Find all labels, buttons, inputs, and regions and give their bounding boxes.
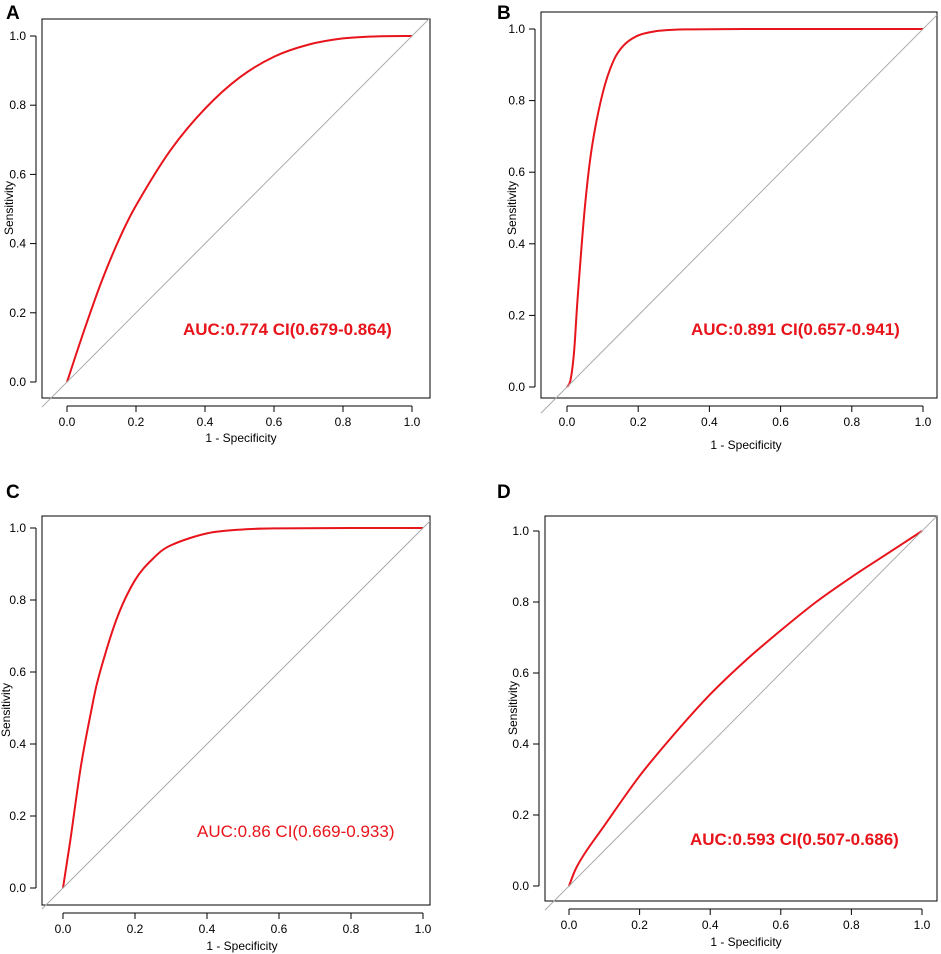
x-tick-label: 0.0	[59, 415, 76, 429]
x-tick-label: 0.2	[127, 922, 144, 936]
y-tick-label: 1.0	[9, 521, 26, 535]
x-axis-title: 1 - Specificity	[206, 939, 277, 953]
y-axis: 0.0 0.2 0.4 0.6 0.8 1.0	[508, 22, 536, 394]
reference-diagonal	[540, 14, 938, 414]
roc-curve	[62, 526, 424, 889]
y-axis-title: Sensitivity	[505, 181, 519, 235]
y-tick-label: 0.2	[508, 308, 525, 322]
x-tick-label: 0.6	[266, 415, 283, 429]
y-tick-label: 0.0	[508, 380, 525, 394]
x-tick-label: 0.4	[701, 415, 718, 429]
x-tick-label: 0.2	[630, 415, 647, 429]
y-tick-label: 0.8	[512, 595, 529, 609]
y-tick-label: 0.0	[512, 879, 529, 893]
auc-annotation: AUC:0.774 CI(0.679-0.864)	[183, 320, 392, 339]
panel-c: C 0.0 0.2 0.4 0.6 0.8 1.0 1 - Specificity 0.0 0.2…	[0, 482, 432, 953]
x-tick-label: 0.0	[561, 918, 578, 932]
x-axis-title: 1 - Specificity	[710, 935, 781, 949]
y-axis: 0.0 0.2 0.4 0.6 0.8 1.0	[512, 524, 540, 893]
panel-a: A 0.0 0.2 0.4 0.6 0.8 1.0 1 - Specificity 0.0 0.2…	[2, 3, 431, 445]
y-axis-title: Sensitivity	[506, 681, 520, 735]
x-axis: 0.0 0.2 0.4 0.6 0.8 1.0	[59, 405, 421, 429]
x-axis: 0.0 0.2 0.4 0.6 0.8 1.0	[55, 912, 432, 936]
y-tick-label: 0.2	[9, 306, 26, 320]
x-tick-label: 0.4	[199, 922, 216, 936]
y-tick-label: 1.0	[9, 29, 26, 43]
y-tick-label: 0.4	[508, 237, 525, 251]
y-tick-label: 0.6	[9, 665, 26, 679]
y-tick-label: 0.4	[9, 737, 26, 751]
plot-frame	[540, 11, 938, 399]
x-tick-label: 0.8	[843, 415, 860, 429]
y-axis-title: Sensitivity	[0, 683, 13, 737]
panel-letter: D	[497, 482, 511, 503]
y-tick-label: 1.0	[508, 22, 525, 36]
reference-diagonal	[41, 17, 431, 408]
auc-annotation: AUC:0.593 CI(0.507-0.686)	[690, 830, 899, 849]
panel-d: D 0.0 0.2 0.4 0.6 0.8 1.0 1 - Specificity 0.0 0.2…	[497, 482, 938, 949]
panel-letter: A	[6, 3, 20, 24]
y-axis: 0.0 0.2 0.4 0.6 0.8 1.0	[9, 521, 37, 895]
x-tick-label: 0.4	[702, 918, 719, 932]
y-tick-label: 1.0	[512, 524, 529, 538]
x-tick-label: 0.8	[843, 918, 860, 932]
plot-frame	[544, 515, 938, 902]
y-tick-label: 0.0	[9, 881, 26, 895]
y-tick-label: 0.8	[9, 593, 26, 607]
plot-frame	[41, 515, 431, 906]
x-tick-label: 0.8	[343, 922, 360, 936]
y-tick-label: 0.4	[9, 237, 26, 251]
y-tick-label: 0.8	[9, 98, 26, 112]
x-tick-label: 0.6	[772, 415, 789, 429]
x-tick-label: 0.0	[55, 922, 72, 936]
x-axis-title: 1 - Specificity	[710, 438, 781, 452]
auc-annotation: AUC:0.86 CI(0.669-0.933)	[197, 822, 395, 841]
y-tick-label: 0.2	[512, 808, 529, 822]
y-axis: 0.0 0.2 0.4 0.6 0.8 1.0	[9, 29, 37, 389]
roc-curve	[566, 27, 923, 388]
auc-annotation: AUC:0.891 CI(0.657-0.941)	[691, 320, 900, 339]
y-tick-label: 0.2	[9, 809, 26, 823]
x-tick-label: 0.8	[335, 415, 352, 429]
panel-letter: B	[497, 3, 511, 24]
x-tick-label: 1.0	[415, 922, 432, 936]
y-tick-label: 0.6	[9, 167, 26, 181]
x-tick-label: 0.6	[271, 922, 288, 936]
y-tick-label: 0.0	[9, 375, 26, 389]
x-tick-label: 1.0	[914, 918, 931, 932]
x-tick-label: 0.2	[631, 918, 648, 932]
y-tick-label: 0.4	[512, 737, 529, 751]
y-tick-label: 0.8	[508, 94, 525, 108]
reference-diagonal	[544, 515, 938, 911]
plot-frame	[41, 18, 431, 399]
x-tick-label: 0.0	[559, 415, 576, 429]
x-tick-label: 0.2	[128, 415, 145, 429]
x-tick-label: 1.0	[404, 415, 421, 429]
x-tick-label: 0.6	[772, 918, 789, 932]
x-tick-label: 0.4	[197, 415, 214, 429]
reference-diagonal	[41, 520, 431, 910]
y-tick-label: 0.6	[508, 165, 525, 179]
y-axis-title: Sensitivity	[2, 181, 16, 235]
roc-curve	[66, 35, 413, 383]
roc-curve	[568, 530, 923, 887]
y-tick-label: 0.6	[512, 666, 529, 680]
panel-letter: C	[6, 482, 20, 503]
x-axis: 0.0 0.2 0.4 0.6 0.8 1.0	[561, 908, 931, 932]
x-axis-title: 1 - Specificity	[205, 431, 276, 445]
x-tick-label: 1.0	[915, 415, 932, 429]
panel-b: B 0.0 0.2 0.4 0.6 0.8 1.0 1 - Specificity 0.0 0.2…	[497, 3, 938, 452]
x-axis: 0.0 0.2 0.4 0.6 0.8 1.0	[559, 405, 932, 429]
